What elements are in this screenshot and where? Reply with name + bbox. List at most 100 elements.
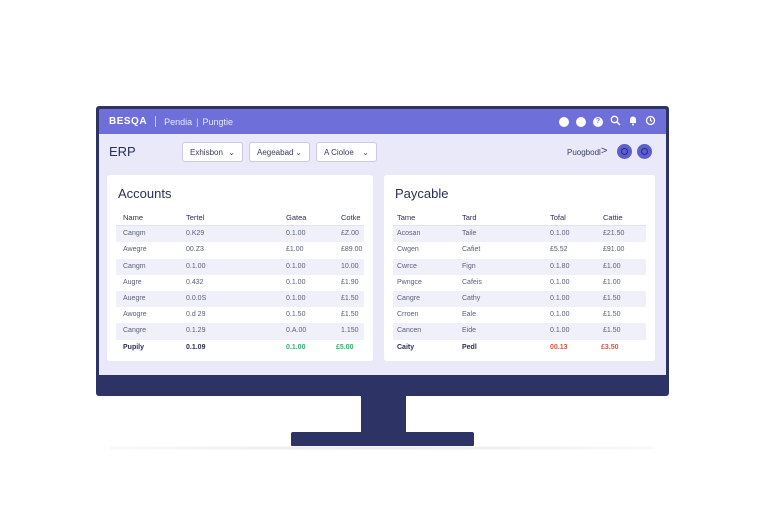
cell: 0.A.00 xyxy=(286,327,307,335)
circle-icon xyxy=(641,148,648,155)
column-header[interactable]: Tame xyxy=(397,213,416,222)
table-row[interactable]: Cangre Cathy 0.1.00 £1.50 xyxy=(393,290,646,308)
app-logo[interactable]: BESQA xyxy=(109,116,148,127)
cell: £5.00 xyxy=(336,343,354,351)
table-total-row[interactable]: Caity Pedl 00.13 £3.50 xyxy=(393,340,646,356)
column-header[interactable]: Cattie xyxy=(603,213,623,222)
cell: Pedl xyxy=(462,343,477,351)
cell: £5.52 xyxy=(550,246,568,254)
help-icon[interactable]: ? xyxy=(593,116,603,127)
cell: Awegre xyxy=(123,246,147,254)
cell: Crroen xyxy=(397,311,419,319)
table-row[interactable]: Cangre 0.1.29 0.A.00 1.150 xyxy=(116,323,364,340)
breadcrumb-item-1[interactable]: Pendia xyxy=(164,116,193,127)
circle-icon[interactable] xyxy=(576,116,586,127)
cell: Cangm xyxy=(123,262,146,270)
cell: 0.1.50 xyxy=(286,311,306,319)
table-row[interactable]: Cwgen Cafiet £5.52 £91.00 xyxy=(393,242,646,258)
table-row[interactable]: Crroen Eale 0.1.00 £1.50 xyxy=(393,307,646,323)
filter-dropdown-2[interactable]: Aegeabad ⌄ xyxy=(249,142,310,162)
cell: Cafiet xyxy=(462,246,481,254)
cell: £1.00 xyxy=(286,246,304,254)
cell: Auegre xyxy=(123,294,146,302)
monitor-neck xyxy=(361,396,406,433)
column-header[interactable]: Gatea xyxy=(286,213,307,222)
table-row[interactable]: Acosan Taile 0.1.00 £21.50 xyxy=(393,226,646,243)
cell: 0.1.00 xyxy=(550,294,570,302)
cell: £91.00 xyxy=(603,246,625,254)
table-row[interactable]: Auegre 0.0.0S 0.1.00 £1.50 xyxy=(116,290,364,308)
column-header[interactable]: Cotke xyxy=(341,213,361,222)
cell: Fign xyxy=(462,262,476,270)
column-header[interactable]: Tard xyxy=(462,213,477,222)
cell: Pwngce xyxy=(397,278,422,286)
column-header[interactable]: Name xyxy=(123,213,144,222)
chevron-down-icon: ⌄ xyxy=(295,147,302,157)
column-header[interactable]: Tertel xyxy=(186,213,205,222)
table-row[interactable]: Cangm 0.1.00 0.1.00 10.00 xyxy=(116,258,364,275)
cell: 0.1.00 xyxy=(550,230,570,238)
filter-label: Exhisbon xyxy=(190,147,223,157)
filter-dropdown-1[interactable]: Exhisbon ⌄ xyxy=(182,142,243,162)
cell: 1.150 xyxy=(341,327,359,335)
cell: 0.1.80 xyxy=(550,262,570,270)
circle-icon[interactable] xyxy=(559,116,569,127)
table-row[interactable]: Awogre 0.d 29 0.1.50 £1.50 xyxy=(116,307,364,323)
cell: £1.50 xyxy=(341,294,359,302)
cell: Cafeis xyxy=(462,278,482,286)
monitor-frame: BESQA Pendia | Pungtie ? E xyxy=(96,106,669,396)
payable-panel: Paycable Tame Tard Tofal Cattie Acosan T… xyxy=(384,175,655,361)
next-page-button[interactable]: > xyxy=(601,145,608,157)
cell: 0.1.00 xyxy=(550,278,570,286)
cell: Cancen xyxy=(397,327,422,335)
cell: Augre xyxy=(123,278,142,286)
action-button-1[interactable] xyxy=(617,144,632,159)
table-row[interactable]: Cancen Eide 0.1.00 £1.50 xyxy=(393,323,646,340)
cell: £Z.00 xyxy=(341,230,359,238)
cell: Caity xyxy=(397,343,415,351)
breadcrumb-item-2[interactable]: Pungtie xyxy=(202,116,233,127)
bell-icon[interactable] xyxy=(628,113,638,131)
table-row[interactable]: Awegre 00.Z3 £1.00 £89.00 xyxy=(116,242,364,258)
accounts-table: Name Tertel Gatea Cotke Cangm 0.K29 0.1.… xyxy=(116,210,364,356)
cell: Cathy xyxy=(462,294,481,302)
accounts-panel: Accounts Name Tertel Gatea Cotke Cangm 0… xyxy=(107,175,373,361)
table-row[interactable]: Cwrce Fign 0.1.80 £1.00 xyxy=(393,258,646,275)
action-button-2[interactable] xyxy=(637,144,652,159)
filter-label: Aegeabad xyxy=(257,147,294,157)
table-total-row[interactable]: Pupily 0.1.09 0.1.00 £5.00 xyxy=(116,340,364,356)
cell: £1.00 xyxy=(603,278,621,286)
cell: 0.1.00 xyxy=(550,311,570,319)
monitor-shadow xyxy=(110,446,655,450)
table-row[interactable]: Augre 0.432 0.1.00 £1.90 xyxy=(116,275,364,291)
table-header: Tame Tard Tofal Cattie xyxy=(393,210,646,227)
top-bar: BESQA Pendia | Pungtie ? xyxy=(99,109,666,134)
screen: BESQA Pendia | Pungtie ? E xyxy=(99,109,666,375)
cell: £1.90 xyxy=(341,278,359,286)
breadcrumb-separator: | xyxy=(196,116,199,127)
monitor-base xyxy=(291,432,474,446)
table-row[interactable]: Pwngce Cafeis 0.1.00 £1.00 xyxy=(393,275,646,291)
cell: Cwrce xyxy=(397,262,417,270)
cell: £3.50 xyxy=(601,343,619,351)
cell: 0.1.00 xyxy=(286,343,306,351)
pagination-label: Puogbodl xyxy=(567,148,601,157)
cell: 0.1.00 xyxy=(286,262,306,270)
cell: Cangre xyxy=(123,327,146,335)
table-row[interactable]: Cangm 0.K29 0.1.00 £Z.00 xyxy=(116,226,364,243)
cell: 0.1.00 xyxy=(550,327,570,335)
cell: Cangm xyxy=(123,230,146,238)
payable-table: Tame Tard Tofal Cattie Acosan Taile 0.1.… xyxy=(393,210,646,356)
filter-dropdown-3[interactable]: A Cioloe ⌄ xyxy=(316,142,377,162)
cell: Awogre xyxy=(123,311,147,319)
top-icons: ? xyxy=(559,113,656,131)
cell: 0.432 xyxy=(186,278,204,286)
filter-label: A Cioloe xyxy=(324,147,354,157)
cell: 0.0.0S xyxy=(186,294,207,302)
clock-icon[interactable] xyxy=(645,113,656,131)
cell: £89.00 xyxy=(341,246,363,254)
search-icon[interactable] xyxy=(610,113,621,131)
cell: 0.1.29 xyxy=(186,327,206,335)
toolbar: ERP Exhisbon ⌄ Aegeabad ⌄ A Cioloe ⌄ Puo… xyxy=(99,141,666,163)
column-header[interactable]: Tofal xyxy=(550,213,566,222)
